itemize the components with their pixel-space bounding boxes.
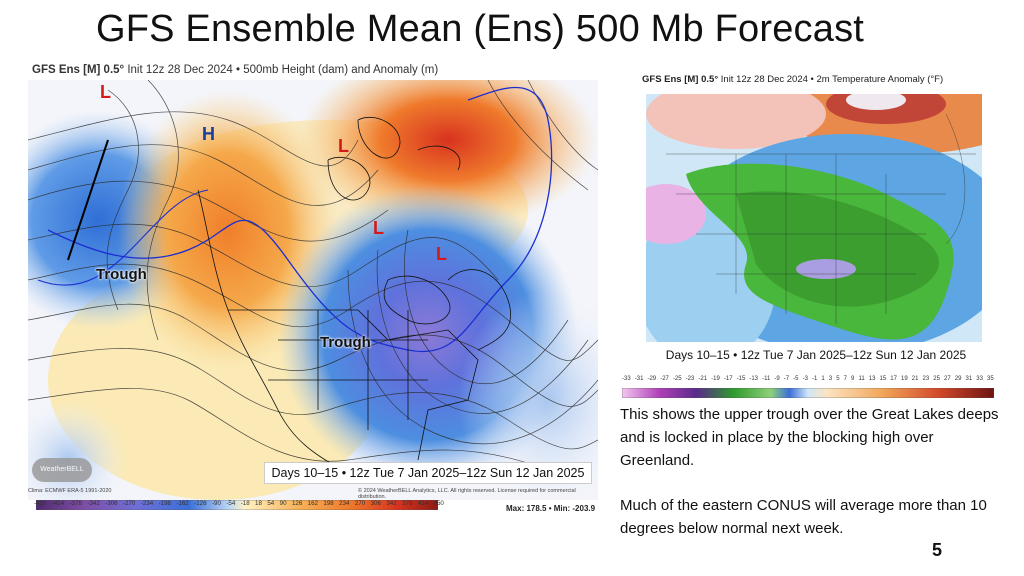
temp-map-header: GFS Ens [M] 0.5° Init 12z 28 Dec 2024 • … (642, 74, 943, 85)
temp-colorbar-tick: 15 (879, 376, 887, 382)
height-colorbar-tick: 90 (279, 500, 287, 507)
height-colorbar-tick: 450 (433, 500, 444, 507)
trough-label-east: Trough (320, 334, 371, 351)
temp-colorbar-tick: -21 (698, 376, 708, 382)
temp-colorbar-tick: -27 (660, 376, 669, 382)
temp-colorbar-tick: -23 (685, 376, 695, 382)
temp-colorbar-tick: 9 (851, 376, 855, 382)
temp-map-period: Days 10–15 • 12z Tue 7 Jan 2025–12z Sun … (665, 348, 967, 362)
temp-colorbar-tick: -7 (783, 376, 790, 382)
height-colorbar-tick: -126 (194, 500, 207, 507)
temp-colorbar-tick: 19 (900, 376, 908, 382)
height-anomaly-field (28, 80, 598, 500)
temp-colorbar-tick: -25 (672, 376, 682, 382)
temp-colorbar-tick: 11 (858, 376, 865, 382)
temp-map-header-details: Init 12z 28 Dec 2024 • 2m Temperature An… (720, 74, 944, 85)
temp-colorbar-tick: 35 (986, 376, 994, 382)
page-number: 5 (932, 540, 943, 560)
height-colorbar-tick: -450 (34, 500, 47, 507)
temp-colorbar-tick: 7 (843, 376, 847, 382)
height-colorbar-tick: -18 (240, 500, 250, 507)
height-colorbar-tick: 162 (307, 500, 318, 507)
height-colorbar-tick: 378 (402, 500, 413, 507)
height-anomaly-map: GFS Ens [M] 0.5° Init 12z 28 Dec 2024 • … (28, 62, 598, 502)
temp-colorbar-tick: -1 (812, 376, 818, 382)
temp-colorbar-tick: 1 (821, 376, 825, 382)
height-colorbar-tick: -198 (158, 500, 171, 507)
temperature-anomaly-map: GFS Ens [M] 0.5° Init 12z 28 Dec 2024 • … (632, 72, 984, 372)
height-map-header-model: GFS Ens [M] 0.5° (32, 64, 125, 76)
height-colorbar-tick: -162 (176, 500, 189, 507)
temp-colorbar-tick: -31 (634, 376, 644, 382)
description-paragraph-1: This shows the upper trough over the Gre… (620, 406, 999, 469)
low-center-alaska: L (100, 82, 111, 102)
temp-colorbar-tick: 5 (836, 376, 840, 382)
height-map-header-details: Init 12z 28 Dec 2024 • 500mb Height (dam… (127, 64, 439, 76)
temp-colorbar-tick: -29 (647, 376, 657, 382)
height-colorbar-tick: 54 (267, 500, 275, 507)
temp-colorbar-tick: 31 (965, 376, 973, 382)
temp-colorbar-tick: 21 (911, 376, 919, 382)
temp-colorbar-tick: -9 (774, 376, 780, 382)
height-colorbar-tick: 342 (386, 500, 397, 507)
temp-colorbar-tick: 33 (976, 376, 983, 382)
temp-colorbar-tick: 25 (933, 376, 940, 382)
temp-colorbar-ticks: -33 -31 -29 -27 -25 -23 -21 -19 -17 -15 -13 -11 -9 -7… (622, 376, 994, 382)
temp-colorbar-tick: 13 (868, 376, 876, 382)
low-center-hudson-bay: L (373, 218, 384, 238)
height-map-header: GFS Ens [M] 0.5° Init 12z 28 Dec 2024 • … (32, 64, 438, 76)
height-colorbar-tick: -306 (105, 500, 118, 507)
height-colorbar-tick: 414 (417, 500, 429, 507)
height-colorbar-tick: 198 (323, 500, 334, 507)
description-paragraph-2: Much of the eastern CONUS will average m… (620, 497, 987, 537)
temp-colorbar-tick: 23 (922, 376, 930, 382)
temp-colorbar-tick: -33 (622, 376, 631, 382)
height-colorbar-tick: 270 (354, 500, 366, 507)
height-colorbar-tick: -90 (211, 500, 221, 507)
low-center-arctic: L (338, 136, 349, 156)
height-colorbar-tick: -342 (87, 500, 100, 507)
height-colorbar-tick: 306 (370, 500, 381, 507)
height-colorbar-ticks: -450 -414 -378 -342 -306 -270 -234 -198 -162 -126… (34, 500, 444, 507)
temp-colorbar-tick: -3 (802, 376, 808, 382)
temp-colorbar-tick: -15 (736, 376, 746, 382)
slide-description: This shows the upper trough over the Gre… (620, 403, 1000, 562)
temp-colorbar-tick: -5 (793, 376, 799, 382)
height-colorbar-tick: 234 (339, 500, 350, 507)
height-colorbar-tick: 18 (255, 500, 262, 507)
temp-colorbar-tick: -11 (762, 376, 771, 382)
temp-colorbar-tick: 29 (954, 376, 962, 382)
height-colorbar-tick: 126 (291, 500, 303, 507)
temp-colorbar-tick: -19 (711, 376, 720, 382)
temperature-anomaly-colorbar (622, 388, 994, 398)
height-colorbar-tick: -270 (122, 500, 136, 507)
max-min-readout: Max: 178.5 • Min: -203.9 (506, 504, 596, 513)
height-colorbar-tick: -378 (69, 500, 82, 507)
low-center-labrador: L (436, 244, 447, 264)
trough-label-west: Trough (96, 266, 147, 283)
copyright-credit: © 2024 WeatherBELL Analytics, LLC. All r… (358, 488, 576, 500)
height-colorbar-tick: -414 (51, 500, 65, 507)
height-colorbar-tick: -54 (226, 500, 236, 507)
temp-colorbar-tick: 17 (890, 376, 897, 382)
temp-colorbar-tick: 3 (828, 376, 833, 382)
temp-colorbar-tick: -17 (723, 376, 733, 382)
temp-colorbar-tick: -13 (749, 376, 759, 382)
height-colorbar-tick: -234 (140, 500, 154, 507)
weatherbell-logo: WeatherBELL (32, 458, 92, 482)
slide-title: GFS Ensemble Mean (Ens) 500 Mb Forecast (95, 8, 865, 50)
height-map-period: Days 10–15 • 12z Tue 7 Jan 2025–12z Sun … (264, 462, 592, 484)
temperature-anomaly-field (646, 94, 982, 342)
climatology-credit: Clima: ECMWF ERA-5 1991-2020 (28, 488, 112, 494)
temp-map-header-model: GFS Ens [M] 0.5° (642, 74, 719, 85)
temp-colorbar-tick: 27 (943, 376, 951, 382)
high-center-alaska: H (202, 124, 215, 144)
height-anomaly-colorbar (36, 500, 438, 510)
